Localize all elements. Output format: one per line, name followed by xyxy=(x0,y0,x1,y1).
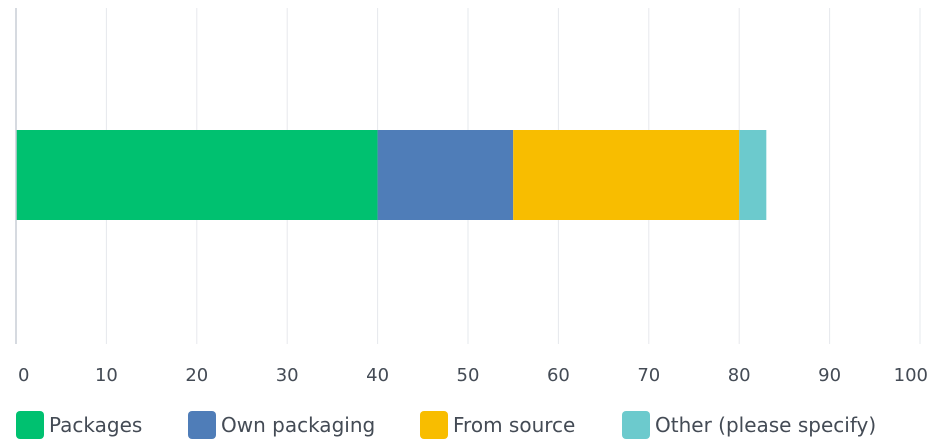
legend: Packages Own packaging From source Other (p… xyxy=(16,411,876,439)
legend-swatch xyxy=(420,411,448,439)
x-tick-label: 50 xyxy=(457,365,480,386)
x-tick-label: 0 xyxy=(18,365,29,386)
x-tick-label: 70 xyxy=(637,365,660,386)
legend-item-packages[interactable]: Packages xyxy=(16,411,142,439)
legend-swatch xyxy=(188,411,216,439)
legend-item-from-source[interactable]: From source xyxy=(420,411,575,439)
x-tick-label: 60 xyxy=(547,365,570,386)
bar-segment-other-please-specify[interactable] xyxy=(739,130,767,220)
bar-segment-from-source[interactable] xyxy=(513,130,740,220)
legend-label: Other (please specify) xyxy=(655,413,876,437)
x-tick-label: 40 xyxy=(366,365,389,386)
x-tick-labels: 0 10 20 30 40 50 60 70 80 90 100 xyxy=(18,365,928,386)
bars xyxy=(16,130,767,220)
x-tick-label: 80 xyxy=(728,365,751,386)
legend-swatch xyxy=(622,411,650,439)
legend-swatch xyxy=(16,411,44,439)
legend-item-own-packaging[interactable]: Own packaging xyxy=(188,411,375,439)
legend-label: Packages xyxy=(49,413,142,437)
x-tick-label: 30 xyxy=(276,365,299,386)
bar-segment-own-packaging[interactable] xyxy=(377,130,514,220)
x-tick-label: 90 xyxy=(818,365,841,386)
legend-label: Own packaging xyxy=(221,413,375,437)
legend-item-other-please-specify[interactable]: Other (please specify) xyxy=(622,411,876,439)
bar-segment-packages[interactable] xyxy=(16,130,378,220)
legend-label: From source xyxy=(453,413,575,437)
x-tick-label: 20 xyxy=(185,365,208,386)
x-tick-label: 100 xyxy=(894,365,928,386)
x-tick-label: 10 xyxy=(95,365,118,386)
